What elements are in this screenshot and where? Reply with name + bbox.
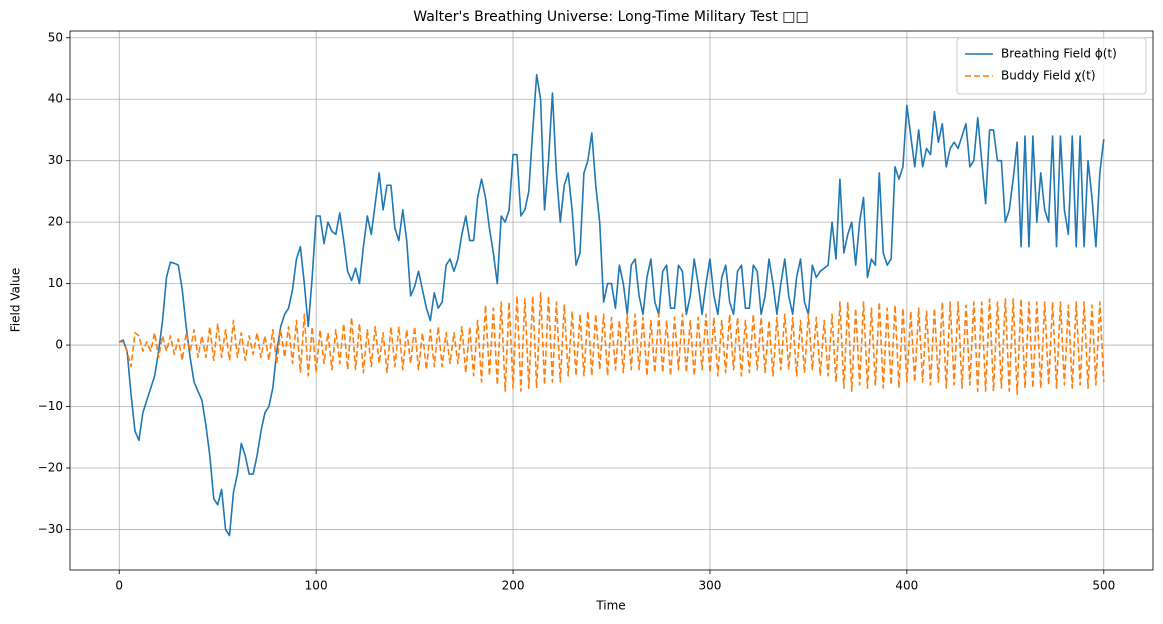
y-tick-label: 50 xyxy=(48,30,63,44)
x-tick-label: 0 xyxy=(115,579,123,593)
y-tick-label: −10 xyxy=(38,399,63,413)
series-line xyxy=(118,73,1105,537)
legend: Breathing Field ϕ(t) Buddy Field χ(t) xyxy=(956,37,1147,95)
chart-title: Walter's Breathing Universe: Long-Time M… xyxy=(413,9,808,25)
y-tick-label: 10 xyxy=(48,276,63,290)
legend-box xyxy=(956,37,1147,95)
axes-frame xyxy=(69,30,1154,571)
legend-label: Breathing Field ϕ(t) xyxy=(1001,47,1117,61)
x-tick-label: 200 xyxy=(502,579,525,593)
legend-label: Buddy Field χ(t) xyxy=(1001,69,1096,83)
y-axis-label: Field Value xyxy=(9,268,23,332)
x-tick-label: 100 xyxy=(305,579,328,593)
y-tick-label: 40 xyxy=(48,92,63,106)
series-line xyxy=(119,292,1105,396)
y-tick-label: 0 xyxy=(55,338,63,352)
x-tick-label: 500 xyxy=(1092,579,1115,593)
x-axis-label: Time xyxy=(595,599,625,613)
y-tick-label: −30 xyxy=(38,522,63,536)
x-tick-label: 300 xyxy=(699,579,722,593)
y-tick-label: −20 xyxy=(38,460,63,474)
x-tick-label: 400 xyxy=(895,579,918,593)
y-tick-label: 20 xyxy=(48,215,63,229)
y-tick-label: 30 xyxy=(48,153,63,167)
plot-area xyxy=(118,73,1105,537)
